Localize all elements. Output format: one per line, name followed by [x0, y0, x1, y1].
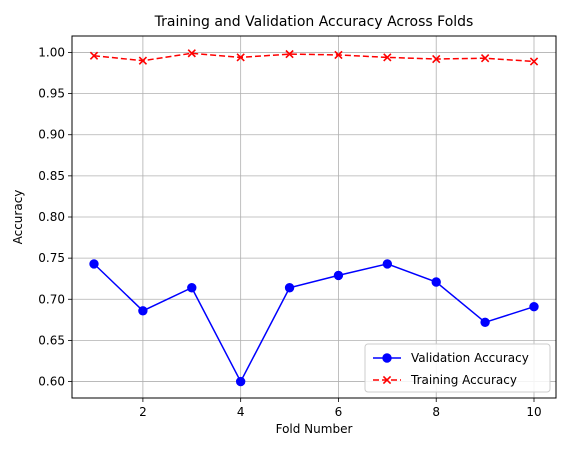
legend-label-training-accuracy: Training Accuracy — [410, 373, 517, 387]
validation-accuracy-series — [89, 259, 539, 387]
training-accuracy-point — [89, 51, 99, 60]
x-marker-stroke — [138, 56, 148, 65]
legend-box — [364, 343, 551, 393]
validation-accuracy-point — [187, 283, 197, 293]
legend-marker-training-accuracy — [382, 375, 392, 385]
x-marker-stroke — [480, 54, 490, 63]
x-tick-label: 6 — [335, 405, 343, 419]
training-accuracy-series — [89, 49, 539, 66]
validation-accuracy-point — [284, 283, 295, 293]
training-accuracy-point — [334, 50, 343, 60]
training-accuracy-point — [236, 53, 245, 62]
x-tick-label: 2 — [139, 405, 147, 419]
y-tick-label: 0.75 — [38, 251, 65, 265]
y-tick-label: 0.90 — [38, 128, 65, 142]
training-accuracy-point — [187, 49, 196, 58]
x-marker-stroke — [383, 53, 392, 62]
x-marker-stroke — [334, 50, 343, 60]
y-tick-label: 0.80 — [38, 210, 65, 224]
validation-accuracy-point — [431, 277, 441, 287]
chart-title: Training and Validation Accuracy Across … — [154, 14, 474, 30]
training-accuracy-line — [93, 52, 535, 63]
validation-accuracy-point — [235, 376, 246, 387]
y-tick-label: 0.70 — [38, 292, 65, 306]
series-layer — [89, 49, 539, 387]
validation-accuracy-point — [138, 306, 148, 316]
x-axis-label: Fold Number — [276, 422, 353, 436]
validation-accuracy-line — [93, 263, 535, 384]
ticks: 2 4 6 8 10 0.60 0.65 0.70 0.75 0.80 0.85 0.90 0.95 1.… — [38, 45, 541, 419]
training-accuracy-point — [432, 54, 441, 64]
training-accuracy-point — [383, 53, 392, 62]
legend: Validation Accuracy Training Accuracy — [364, 343, 551, 393]
training-accuracy-point — [529, 57, 539, 66]
validation-accuracy-point — [529, 301, 539, 312]
training-accuracy-point — [138, 56, 148, 65]
y-axis-label: Accuracy — [11, 190, 25, 245]
legend-marker-validation-accuracy — [382, 353, 392, 363]
x-marker-stroke — [382, 375, 392, 385]
validation-accuracy-point — [480, 317, 490, 328]
x-marker-stroke — [236, 53, 245, 62]
x-tick-label: 10 — [526, 405, 541, 419]
legend-label-validation-accuracy: Validation Accuracy — [411, 351, 529, 365]
x-marker-stroke — [89, 51, 99, 60]
x-marker-stroke — [285, 49, 294, 59]
y-tick-label: 1.00 — [38, 45, 65, 59]
y-tick-label: 0.65 — [38, 333, 65, 347]
x-marker-stroke — [529, 57, 539, 66]
x-marker-stroke — [187, 49, 196, 58]
x-tick-label: 8 — [432, 405, 440, 419]
y-tick-label: 0.85 — [38, 169, 65, 183]
validation-accuracy-point — [382, 259, 393, 269]
validation-accuracy-point — [89, 259, 99, 269]
grid — [72, 36, 556, 398]
y-tick-label: 0.60 — [38, 375, 65, 389]
x-marker-stroke — [432, 54, 441, 64]
validation-accuracy-point — [333, 270, 344, 281]
training-accuracy-point — [285, 49, 294, 59]
x-tick-label: 4 — [237, 405, 245, 419]
y-tick-label: 0.95 — [38, 87, 65, 101]
training-accuracy-point — [480, 54, 490, 63]
